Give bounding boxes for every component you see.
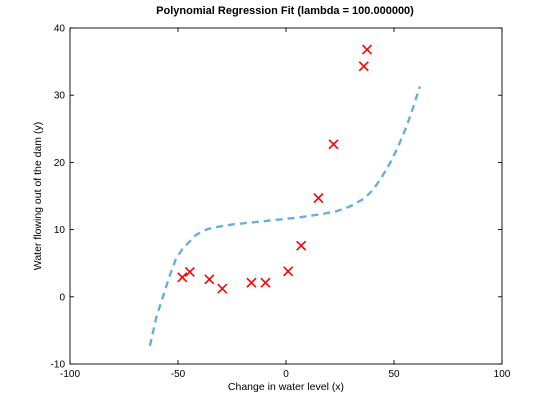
fit-curve (148, 86, 422, 347)
chart-title: Polynomial Regression Fit (lambda = 100.… (156, 5, 414, 17)
data-point-marker (246, 277, 257, 288)
y-axis-label: Water flowing out of the dam (y) (32, 122, 44, 270)
data-point-marker (296, 240, 307, 251)
data-point-marker (361, 44, 373, 55)
x-tick-label: 0 (283, 369, 289, 380)
data-point-marker (358, 61, 369, 72)
data-point-marker (204, 274, 215, 285)
data-point-marker (177, 272, 188, 283)
plot-area (148, 44, 422, 347)
data-point-marker (184, 266, 195, 278)
y-tick-label: -10 (51, 360, 66, 371)
y-tick-label: 0 (59, 292, 65, 303)
data-point-marker (217, 283, 228, 294)
x-tick-label: 100 (494, 369, 511, 380)
y-tick-label: 40 (54, 24, 66, 35)
data-point-marker (283, 266, 294, 277)
x-axis-label: Change in water level (x) (228, 381, 344, 393)
x-tick-label: 50 (388, 369, 400, 380)
data-point-marker (260, 277, 271, 288)
x-tick-label: -50 (171, 369, 186, 380)
axes-frame (69, 27, 503, 365)
y-tick-label: 10 (54, 225, 66, 236)
y-tick-label: 20 (54, 158, 66, 169)
y-tick-label: 30 (54, 91, 66, 102)
x-tick-label: -100 (60, 369, 80, 380)
data-point-marker (313, 192, 324, 204)
data-point-marker (328, 139, 339, 150)
